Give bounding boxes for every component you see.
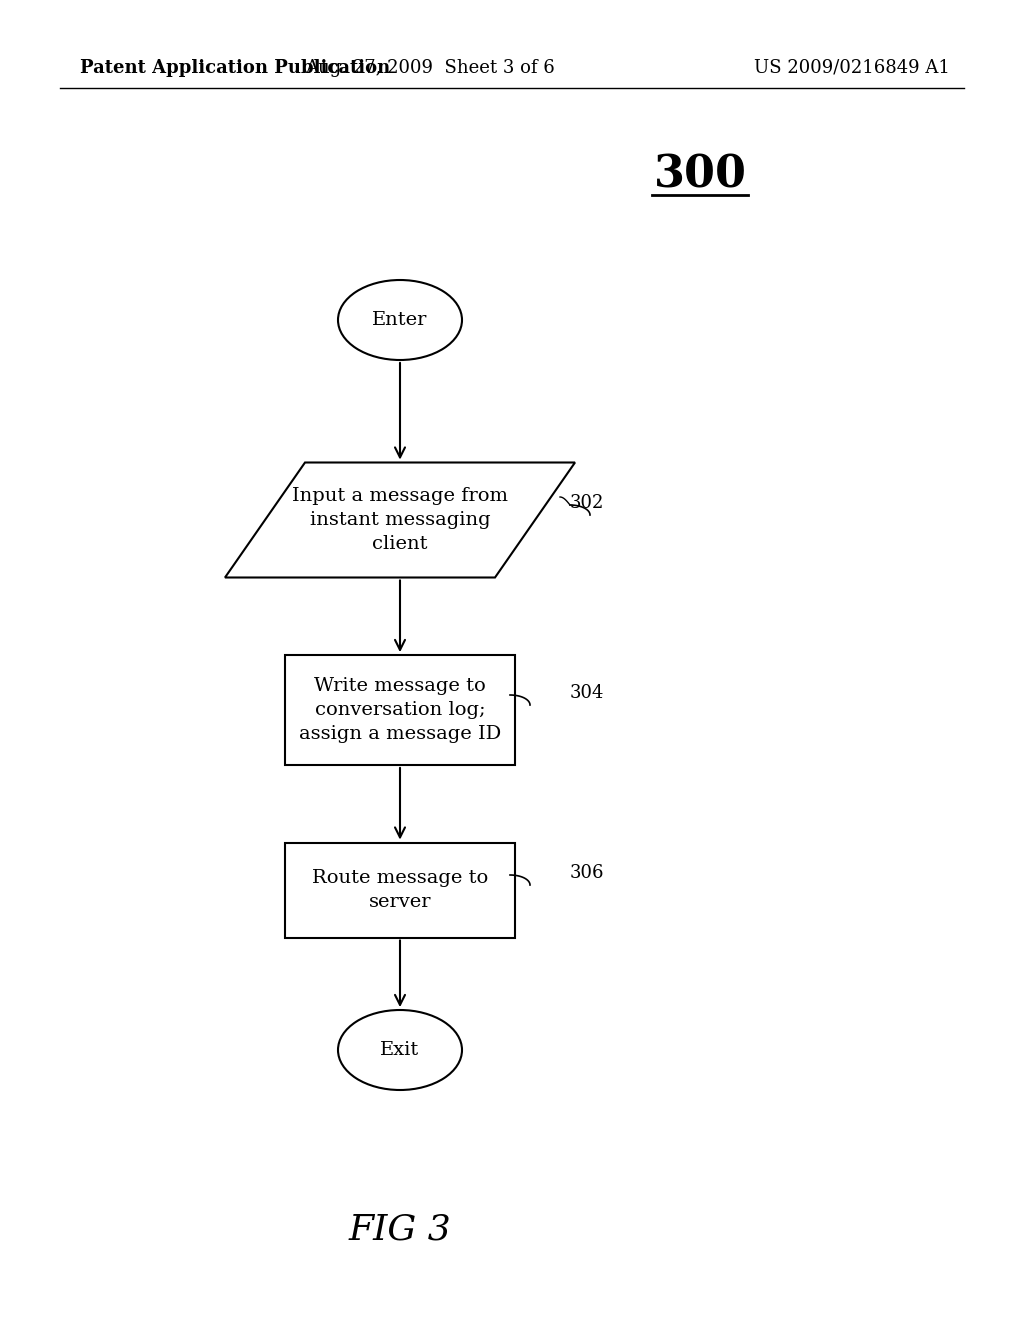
- Text: Write message to
conversation log;
assign a message ID: Write message to conversation log; assig…: [299, 677, 501, 743]
- Text: Enter: Enter: [373, 312, 428, 329]
- Text: FIG 3: FIG 3: [348, 1213, 452, 1247]
- Text: 306: 306: [570, 865, 604, 882]
- Text: 302: 302: [570, 494, 604, 512]
- Text: Input a message from
instant messaging
client: Input a message from instant messaging c…: [292, 487, 508, 553]
- Text: Exit: Exit: [380, 1041, 420, 1059]
- Text: Route message to
server: Route message to server: [312, 869, 488, 911]
- Text: Patent Application Publication: Patent Application Publication: [80, 59, 390, 77]
- Text: US 2009/0216849 A1: US 2009/0216849 A1: [754, 59, 950, 77]
- Text: 300: 300: [653, 153, 746, 197]
- Text: 304: 304: [570, 684, 604, 702]
- Text: Aug. 27, 2009  Sheet 3 of 6: Aug. 27, 2009 Sheet 3 of 6: [305, 59, 555, 77]
